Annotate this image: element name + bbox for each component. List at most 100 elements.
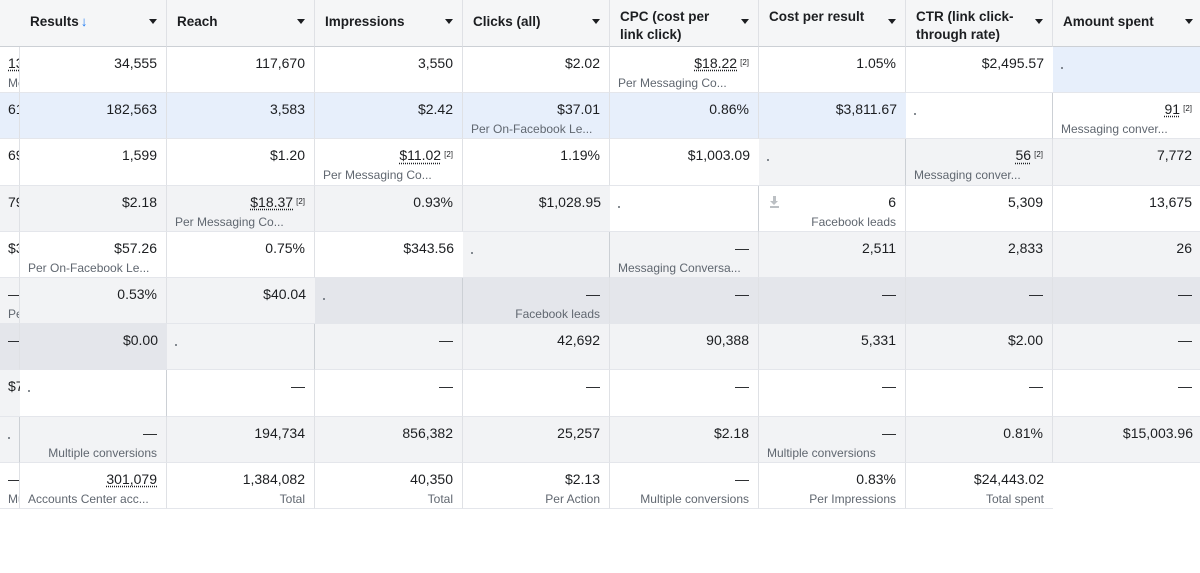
cell-value: $15,003.96	[1122, 424, 1193, 441]
table-cell-impressions: 182,563	[20, 93, 167, 140]
table-cell-amount-spent: $1,028.95	[463, 185, 610, 232]
column-header-label: Cost per result	[769, 9, 865, 24]
total-sublabel: Multiple conversions	[640, 491, 749, 506]
cell-value: 3,583	[269, 101, 305, 118]
cell-value: —	[882, 378, 896, 395]
table-cell-reach: 61,259	[0, 93, 20, 140]
row-select-gutter[interactable]	[20, 370, 167, 417]
cell-value: $2,495.57	[981, 55, 1044, 71]
cell-value: 13,675	[1149, 193, 1192, 210]
table-cell-amount-spent: $716.18	[0, 370, 20, 417]
cell-value[interactable]: $18.37	[250, 193, 294, 210]
cell-sublabel: Facebook leads	[515, 306, 600, 321]
row-select-gutter[interactable]	[0, 416, 20, 463]
table-cell-cost-per-result: $37.01 Per On-Facebook Le...	[463, 93, 610, 140]
cell-value: 26	[1176, 239, 1192, 256]
row-select-gutter[interactable]	[610, 185, 759, 232]
table-cell-cost-per-result: $18.22 [2] Per Messaging Co...	[610, 47, 759, 94]
cell-value: —	[1178, 378, 1192, 395]
cell-value: 2,833	[1007, 239, 1043, 256]
cell-value[interactable]: 91	[1164, 101, 1181, 118]
chevron-down-icon[interactable]	[741, 19, 749, 24]
totals-cell-results: — Multiple conversions	[0, 462, 20, 509]
table-cell-cpc: $2.02	[463, 47, 610, 94]
column-header-clicks[interactable]: Clicks (all)	[463, 0, 610, 47]
table-cell-results: — Messaging Conversa...	[610, 231, 759, 278]
cell-sublabel: Per On-Facebook Le...	[28, 260, 150, 275]
column-header-cost-per-result[interactable]: Cost per result	[759, 0, 906, 47]
cell-value: 0.53%	[117, 285, 157, 302]
column-header-label: CTR (link click-through rate)	[916, 9, 1014, 42]
footnote-marker: [2]	[740, 58, 749, 67]
cell-value: 3,550	[417, 55, 453, 71]
table-cell-reach: 2,511	[759, 231, 906, 278]
column-header-label: Results	[30, 14, 79, 29]
chevron-down-icon[interactable]	[888, 19, 896, 24]
row-select-gutter[interactable]	[463, 231, 610, 278]
table-cell-reach: 34,555	[20, 47, 167, 94]
cell-value: $2.18	[713, 424, 749, 441]
cell-sublabel: Messaging conver...	[914, 168, 1021, 183]
cell-value: $716.18	[8, 378, 20, 395]
table-cell-impressions: 69,859	[0, 139, 20, 186]
table-cell-cost-per-result: $11.02 [2] Per Messaging Co...	[315, 139, 463, 186]
row-marker-icon	[8, 436, 10, 439]
chevron-down-icon[interactable]	[592, 19, 600, 24]
table-cell-cost-per-result: $57.26 Per On-Facebook Le...	[20, 231, 167, 278]
total-value: —	[8, 471, 19, 487]
footnote-marker: [2]	[444, 150, 453, 160]
table-cell-reach: —	[315, 370, 463, 417]
column-header-amount-spent[interactable]: Amount spent	[1053, 0, 1200, 47]
cell-value[interactable]: 56	[1015, 147, 1032, 164]
cell-value[interactable]: $18.22	[694, 55, 738, 71]
total-sublabel: Total	[427, 491, 453, 506]
column-header-reach[interactable]: Reach	[167, 0, 315, 47]
cell-value: —	[439, 378, 453, 395]
row-select-gutter[interactable]	[759, 139, 906, 186]
row-select-gutter[interactable]	[315, 277, 463, 325]
chevron-down-icon[interactable]	[297, 19, 305, 24]
table-cell-ctr: —	[0, 324, 20, 371]
row-select-gutter[interactable]	[167, 324, 315, 371]
cell-value: —	[586, 378, 600, 395]
cell-value: 90,388	[706, 332, 749, 349]
cell-value[interactable]: 137	[8, 55, 19, 71]
table-cell-clicks: —	[906, 277, 1053, 325]
total-value: $2.13	[564, 470, 600, 487]
chevron-down-icon[interactable]	[149, 19, 157, 24]
table-cell-results: —	[315, 324, 463, 371]
chevron-down-icon[interactable]	[445, 19, 453, 24]
column-header-results[interactable]: Results ↓	[20, 0, 167, 47]
column-header-label: Impressions	[325, 14, 405, 29]
footnote-marker: [2]	[1034, 150, 1043, 160]
cell-value: —	[882, 424, 896, 441]
row-select-gutter[interactable]	[906, 93, 1053, 140]
cell-value: 0.93%	[413, 193, 453, 210]
chevron-down-icon[interactable]	[1035, 19, 1043, 24]
download-icon[interactable]	[770, 195, 779, 208]
cell-value: 2,511	[862, 239, 896, 256]
cell-value: $3.37	[8, 239, 19, 256]
column-header-label: Amount spent	[1063, 14, 1154, 29]
cell-value[interactable]: $11.02	[399, 147, 442, 164]
table-cell-cpc: $1.20	[167, 139, 315, 186]
column-header-ctr[interactable]: CTR (link click-through rate)	[906, 0, 1053, 47]
table-cell-cost-per-result: $18.37 [2] Per Messaging Co...	[167, 185, 315, 232]
cell-value: $2.42	[417, 101, 453, 118]
table-cell-reach: 194,734	[167, 416, 315, 463]
table-cell-amount-spent: $0.00	[20, 324, 167, 371]
totals-cell-reach: 301,079 Accounts Center acc...	[20, 462, 167, 509]
table-cell-cost-per-result: — Per Messaging Conv...	[0, 277, 20, 325]
table-cell-impressions: 117,670	[167, 47, 315, 94]
table-cell-ctr: 1.05%	[759, 47, 906, 94]
table-cell-results: — Facebook leads	[463, 277, 610, 325]
column-header-impressions[interactable]: Impressions	[315, 0, 463, 47]
cell-value: $1,028.95	[538, 193, 601, 210]
column-header-cpc[interactable]: CPC (cost per link click)	[610, 0, 759, 47]
cell-sublabel: Multiple conversions	[767, 445, 876, 460]
total-value: 1,384,082	[242, 470, 305, 487]
chevron-down-icon[interactable]	[1185, 19, 1193, 24]
total-sublabel: Total	[279, 491, 305, 506]
table-cell-impressions: 2,833	[906, 231, 1053, 278]
row-select-gutter[interactable]	[1053, 47, 1200, 94]
